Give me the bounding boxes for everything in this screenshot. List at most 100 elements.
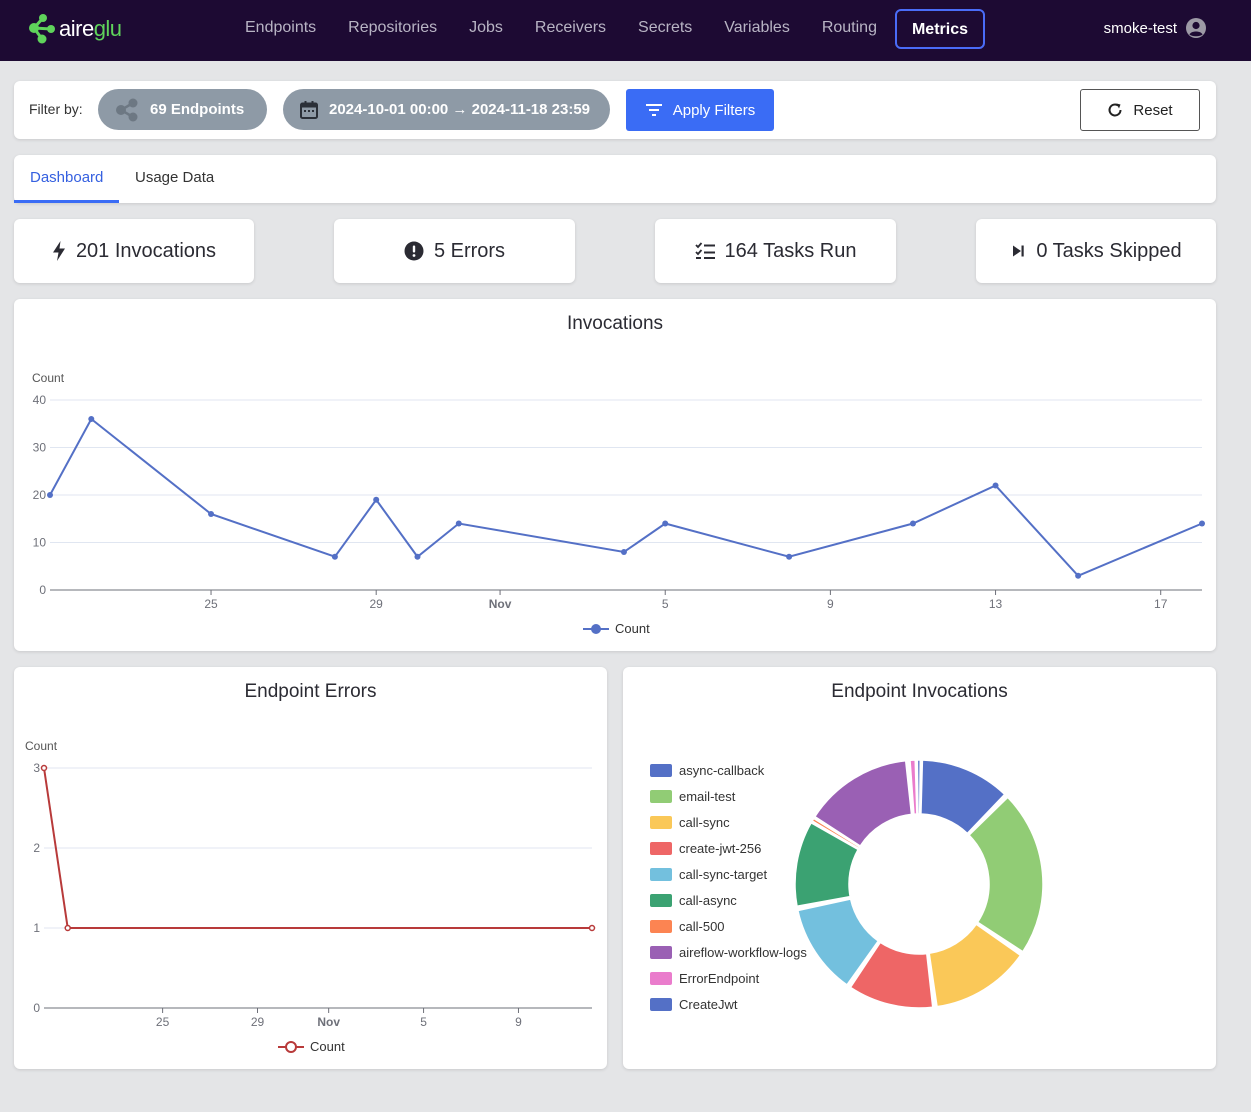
legend-item[interactable]: email-test (650, 783, 807, 809)
stat-errors-label: 5 Errors (433, 239, 506, 262)
user-avatar-icon (1186, 18, 1206, 38)
x-tick-label: 29 (251, 1015, 265, 1029)
nav-metrics[interactable]: Metrics (894, 9, 985, 49)
endpoints-filter-pill[interactable]: 69 Endpoints (98, 89, 267, 130)
legend-label: call-async (679, 892, 737, 908)
logo[interactable]: aireglu (29, 12, 122, 46)
data-point (620, 549, 627, 555)
legend-swatch (650, 945, 672, 959)
donut-slice (920, 759, 1006, 835)
legend-item[interactable]: async-callback (650, 757, 807, 783)
apply-filters-label: Apply Filters (672, 101, 756, 119)
invocations-chart-title: Invocations (566, 313, 664, 334)
stat-invocations-label: 201 Invocations (75, 239, 217, 262)
legend-item[interactable]: call-async (650, 887, 807, 913)
endpoint-invocations-legend: async-callback email-test call-sync create-… (650, 757, 807, 1017)
legend-label: aireflow-workflow-logs (679, 944, 807, 960)
filter-label: Filter by: (29, 101, 83, 117)
tab-usage-data[interactable]: Usage Data (135, 169, 215, 186)
series-line (49, 417, 1203, 577)
x-tick-label: 9 (827, 597, 834, 611)
reset-button[interactable]: Reset (1080, 89, 1200, 131)
top-navbar: aireglu Endpoints Repositories Jobs Rece… (0, 0, 1251, 61)
donut-slice (849, 941, 934, 1009)
tab-dashboard[interactable]: Dashboard (30, 169, 104, 186)
data-point (455, 520, 462, 527)
legend-label: call-500 (679, 918, 725, 934)
legend-swatch (650, 763, 672, 777)
legend-item[interactable]: aireflow-workflow-logs (650, 939, 807, 965)
nav-receivers[interactable]: Receivers (534, 19, 607, 36)
data-point (1199, 520, 1205, 527)
main-nav: Endpoints Repositories Jobs Receivers Se… (229, 9, 985, 49)
legend-swatch (650, 815, 672, 829)
stat-tasks-run: 164 Tasks Run (655, 219, 896, 283)
stat-tasks-skipped: 0 Tasks Skipped (976, 219, 1216, 283)
endpoint-invocations-donut (794, 759, 1044, 1009)
y-tick-label: 1 (33, 921, 40, 935)
logo-text: aireglu (59, 16, 122, 41)
errors-chart-title: Endpoint Errors (244, 681, 377, 702)
legend-line-marker-icon (278, 1040, 304, 1053)
y-tick-label: 20 (33, 488, 47, 502)
nav-endpoints[interactable]: Endpoints (245, 19, 317, 36)
donut-slice (794, 822, 859, 907)
errors-legend[interactable]: Count (278, 1039, 345, 1054)
x-tick-label: Nov (317, 1015, 340, 1029)
user-menu[interactable]: smoke-test (1104, 17, 1207, 39)
nav-routing[interactable]: Routing (821, 19, 877, 36)
refresh-icon (1108, 103, 1122, 117)
legend-swatch (650, 997, 672, 1011)
legend-item[interactable]: call-500 (650, 913, 807, 939)
invocations-chart-card: Invocations Count 0 10 20 30 40 25 29 Nov 5 9 13 17… (14, 299, 1216, 651)
exclamation-circle-icon (404, 241, 424, 261)
data-point (208, 511, 215, 517)
legend-line-marker-icon (583, 623, 609, 634)
x-tick-label: 9 (515, 1015, 522, 1029)
invocations-legend[interactable]: Count (583, 621, 650, 636)
legend-label: async-callback (679, 762, 765, 778)
legend-item[interactable]: call-sync-target (650, 861, 807, 887)
nav-jobs[interactable]: Jobs (469, 19, 503, 36)
legend-swatch (650, 867, 672, 881)
stat-tasks-skipped-label: 0 Tasks Skipped (1036, 239, 1182, 262)
data-point (331, 553, 338, 560)
nav-variables[interactable]: Variables (724, 19, 790, 36)
legend-item[interactable]: ErrorEndpoint (650, 965, 807, 991)
username: smoke-test (1103, 19, 1177, 37)
invocations-legend-label: Count (615, 621, 650, 636)
y-tick-label: 30 (33, 441, 47, 455)
data-point (786, 553, 793, 560)
skip-forward-icon (1013, 245, 1025, 257)
nav-secrets[interactable]: Secrets (638, 19, 693, 36)
calendar-icon (300, 100, 318, 119)
data-point (88, 416, 95, 422)
list-check-icon (694, 242, 715, 259)
data-point (414, 553, 421, 560)
view-tabs: Dashboard Usage Data (14, 155, 1216, 203)
donut-slice (814, 759, 913, 847)
legend-label: email-test (679, 788, 736, 804)
nav-repositories[interactable]: Repositories (348, 19, 438, 36)
data-point (64, 924, 71, 932)
legend-swatch (650, 971, 672, 985)
filter-icon (645, 104, 662, 116)
legend-item[interactable]: call-sync (650, 809, 807, 835)
x-tick-label: 5 (420, 1015, 427, 1029)
reset-label: Reset (1133, 101, 1173, 119)
endpoint-errors-chart-card: Endpoint Errors Count 0 1 2 3 25 29 Nov 5 9 Coun… (14, 667, 607, 1069)
legend-item[interactable]: create-jwt-256 (650, 835, 807, 861)
y-tick-label: 40 (33, 393, 47, 407)
apply-filters-button[interactable]: Apply Filters (626, 89, 774, 131)
data-point (588, 924, 596, 932)
x-tick-label: Nov (489, 597, 512, 611)
date-range-pill[interactable]: 2024-10-01 00:00 → 2024-11-18 23:59 (283, 89, 610, 130)
legend-item[interactable]: CreateJwt (650, 991, 807, 1017)
legend-label: call-sync-target (679, 866, 768, 882)
invocations-line-chart: 0 10 20 30 40 25 29 Nov 5 9 13 17 (33, 393, 1205, 611)
data-point (992, 482, 999, 489)
legend-label: call-sync (679, 814, 730, 830)
errors-y-axis-name: Count (25, 739, 58, 753)
x-tick-label: 29 (370, 597, 384, 611)
errors-legend-label: Count (310, 1039, 345, 1054)
